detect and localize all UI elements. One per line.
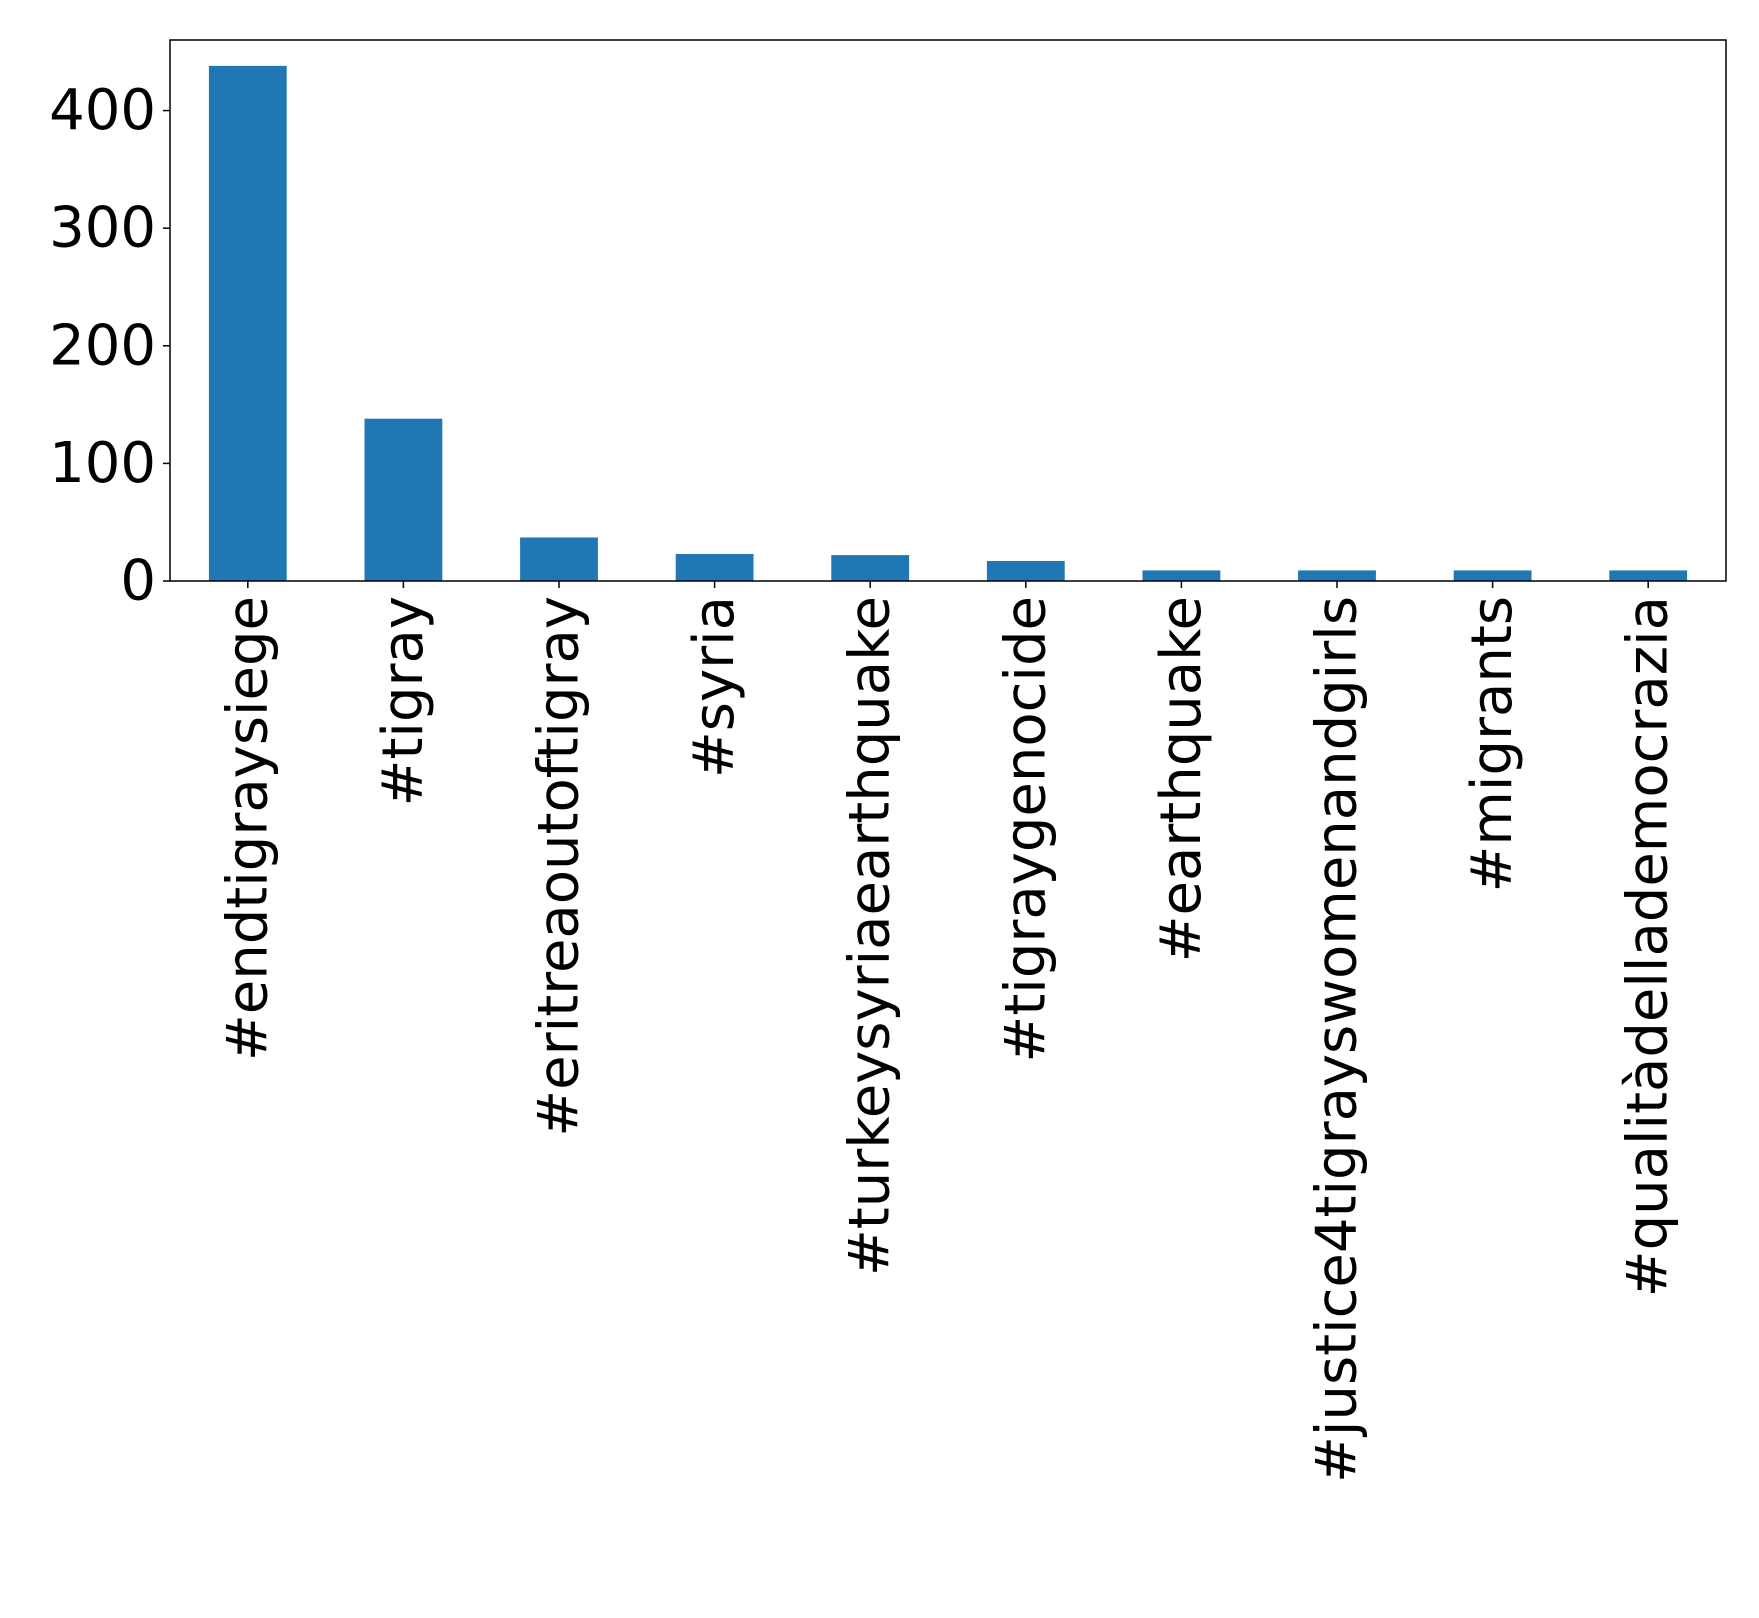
y-tick-label-0: 0 [120, 549, 156, 614]
x-tick-label-0: #endtigraysiege [215, 596, 280, 1061]
x-tick-label-3: #syria [682, 596, 747, 778]
bar-7 [1298, 570, 1376, 581]
bars-group [208, 65, 1688, 582]
bar-3 [675, 553, 754, 581]
axes-frame [169, 39, 1727, 582]
bar-2 [520, 537, 598, 581]
x-tick-label-9: #qualitàdellademocrazia [1616, 596, 1681, 1297]
bar-8 [1453, 570, 1532, 581]
y-tick-label-3: 300 [49, 196, 156, 261]
x-tick-label-6: #earthquake [1149, 596, 1214, 962]
y-tick-label-4: 400 [49, 78, 156, 143]
bar-1 [364, 418, 443, 581]
bar-5 [986, 561, 1065, 581]
y-tick-label-1: 100 [49, 431, 156, 496]
x-tick-label-4: #turkeysyriaearthquake [838, 596, 903, 1276]
x-tick-label-2: #eritreaoutoftigray [527, 596, 592, 1137]
y-axis: 0 100 200 300 400 [49, 78, 170, 614]
x-tick-label-1: #tigray [371, 596, 436, 806]
bar-9 [1609, 570, 1688, 581]
y-tick-label-2: 200 [49, 313, 156, 378]
bar-6 [1142, 570, 1221, 581]
bar-4 [831, 555, 910, 581]
x-tick-label-5: #tigraygenocide [993, 596, 1058, 1063]
x-tick-label-8: #migrants [1460, 596, 1525, 893]
x-tick-label-7: #justice4tigrayswomenandgirls [1305, 596, 1370, 1483]
x-axis: #endtigraysiege #tigray #eritreaoutoftigra… [215, 581, 1681, 1483]
bar-0 [208, 65, 287, 582]
